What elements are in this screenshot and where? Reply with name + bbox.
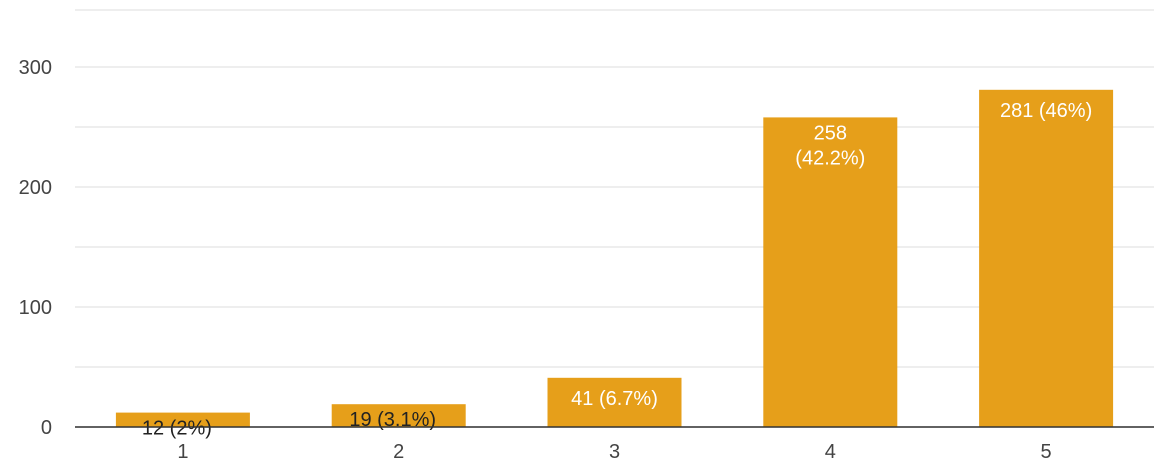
y-tick-label: 300 (19, 57, 52, 79)
bar (115, 412, 250, 427)
bar (979, 89, 1114, 428)
bar (331, 404, 466, 427)
data-label: 12 (2%) (142, 418, 212, 440)
x-tick-label: 2 (393, 441, 404, 463)
x-tick-label: 5 (1041, 441, 1052, 463)
x-tick-label: 4 (825, 441, 836, 463)
data-labels: 12 (2%) 19 (3.1%) 41 (6.7%) 258 (42.2%) 281 (… (142, 100, 1092, 440)
data-label: 281 (46%) (1000, 100, 1092, 122)
y-tick-label: 200 (19, 177, 52, 199)
data-label: 258 (814, 122, 847, 144)
x-tick-label: 1 (177, 441, 188, 463)
data-label: 19 (3.1%) (349, 409, 436, 431)
data-label: 41 (6.7%) (571, 388, 658, 410)
x-axis-ticks: 1 2 3 4 5 (177, 441, 1051, 463)
bar (547, 377, 682, 427)
bar (763, 117, 898, 428)
y-tick-label: 0 (41, 417, 52, 439)
bars (115, 89, 1114, 428)
y-tick-label: 100 (19, 297, 52, 319)
data-label: (42.2%) (795, 147, 865, 169)
x-tick-label: 3 (609, 441, 620, 463)
y-axis-ticks: 0 100 200 300 (19, 57, 52, 439)
grid-lines (75, 9, 1154, 428)
